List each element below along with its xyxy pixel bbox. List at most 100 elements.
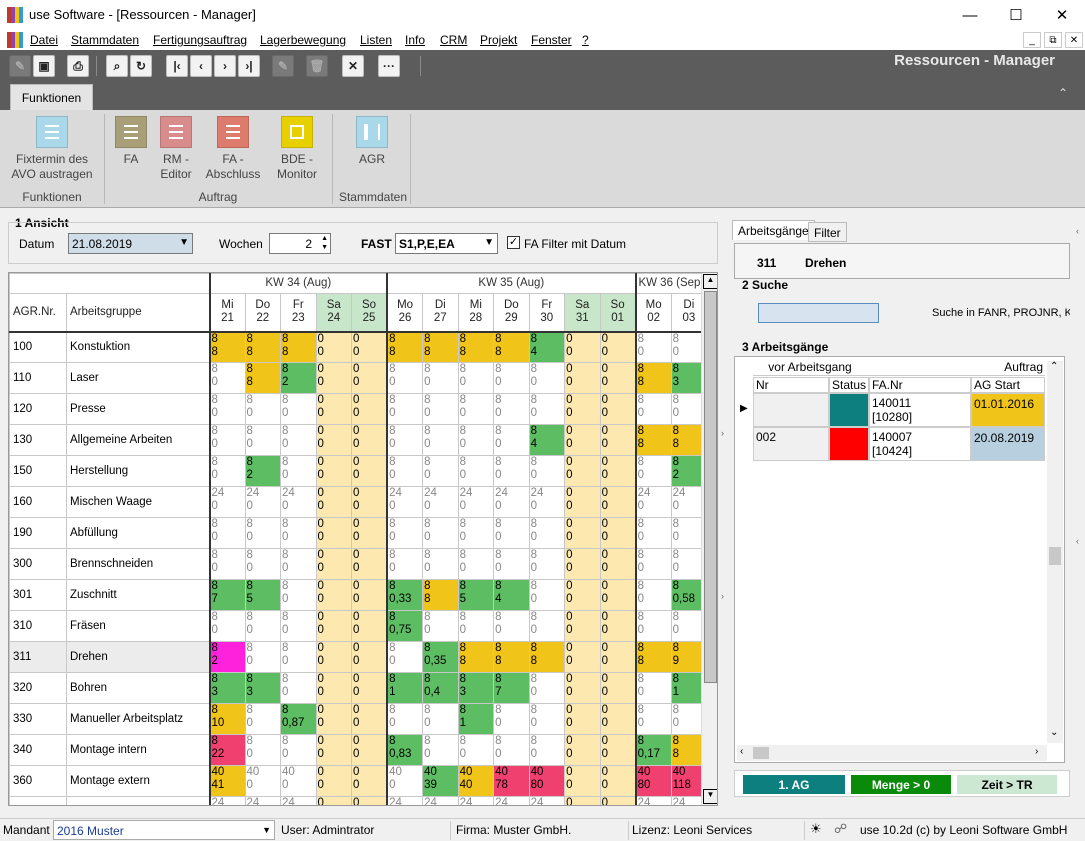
mdi-restore-button[interactable]: ⧉ [1044,32,1062,48]
sun-icon[interactable]: ☀ [810,821,822,836]
capacity-cell[interactable]: 40 0 [244,765,281,797]
table-row[interactable]: 300 Brennschneiden 8 0 8 0 8 0 0 0 0 0 8 0 8 0 8 0 8 0 8 0 0 0 0… [9,548,708,580]
datum-field[interactable]: 21.08.2019 ▼ [68,233,193,254]
table-row[interactable]: 140011 [10280] 01.01.2016 [753,393,1045,427]
mandant-select[interactable]: 2016 Muster ▼ [53,820,275,840]
capacity-cell[interactable]: 8 10 [208,703,246,735]
table-row[interactable]: 120 Presse 8 0 8 0 8 0 0 0 0 0 8 0 8 0 8 0 8 0 8 0 0 0 0 0 8 0 8 0 [9,393,708,425]
chevron-up-icon[interactable]: ⌃ [1050,361,1059,372]
day-header[interactable]: Sa 24 [315,293,352,332]
col-fanr[interactable]: FA.Nr [869,377,971,393]
tab-funktionen[interactable]: Funktionen [10,84,93,110]
table-row[interactable]: 130 Allgemeine Arbeiten 8 0 8 0 8 0 0 0 0 0 8 0 8 0 8 0 8 0… [9,424,708,456]
table-row[interactable]: 311 Drehen 8 2 8 0 8 0 0 0 0 0 8 0 8 0,35 8 8 8 8 8 8 0 0 0 0 8 8 8 9 [9,641,708,673]
edit-icon[interactable]: ✎ [9,55,31,77]
trash-icon[interactable]: 🗑 [306,55,328,77]
menu-listen[interactable]: Listen [360,33,393,47]
tab-filter[interactable]: Filter [808,222,847,242]
table-row[interactable]: 370Schweißen2402402400000240240240240240… [9,796,708,805]
print-icon[interactable]: ⎙ [67,55,89,77]
table-row[interactable]: 190 Abfüllung 8 0 8 0 8 0 0 0 0 0 8 0 8 0 8 0 8 0 8 0 0 0 0 0 8 0 8 0 [9,517,708,549]
capacity-cell[interactable]: 240 [528,796,566,805]
capacity-cell[interactable]: 8 0,35 [422,641,459,673]
network-icon[interactable]: ☍ [834,821,848,836]
table-row[interactable]: 110 Laser 8 0 8 8 8 2 0 0 0 0 8 0 8 0 8 0 8 0 8 0 0 0 0 0 8 8 8 3 [9,362,708,394]
cancel-icon[interactable]: ✕ [342,55,364,77]
wochen-stepper[interactable]: 2 ▲ ▼ [269,233,331,254]
first-ag-button[interactable]: 1. AG [743,775,845,794]
capacity-cell[interactable]: 8 0,87 [280,703,317,735]
capacity-cell[interactable]: 40 39 [422,765,459,797]
capacity-cell[interactable]: 8 0,33 [386,579,424,611]
menu-help[interactable]: ? [582,33,589,47]
splitter-left-icon[interactable]: ‹ [1076,536,1079,546]
fast-select[interactable]: S1,P,E,EA ▼ [395,233,498,254]
day-header[interactable]: Mo 26 [386,293,424,332]
col-nr[interactable]: Nr [753,377,829,393]
chevron-right-icon[interactable]: › [1035,746,1039,757]
fa-button[interactable]: FA [112,116,150,167]
menge-button[interactable]: Menge > 0 [851,775,951,794]
table-row[interactable]: 310 Fräsen 8 0 8 0 8 0 0 0 0 0 8 0,75 8 0 8 0 8 0 8 0 0 0 0 0 8 0 8 0 [9,610,708,642]
scrollbar-thumb[interactable] [1049,547,1061,565]
chevron-down-icon[interactable]: ▼ [179,237,189,248]
day-header[interactable]: Fr 23 [280,293,317,332]
